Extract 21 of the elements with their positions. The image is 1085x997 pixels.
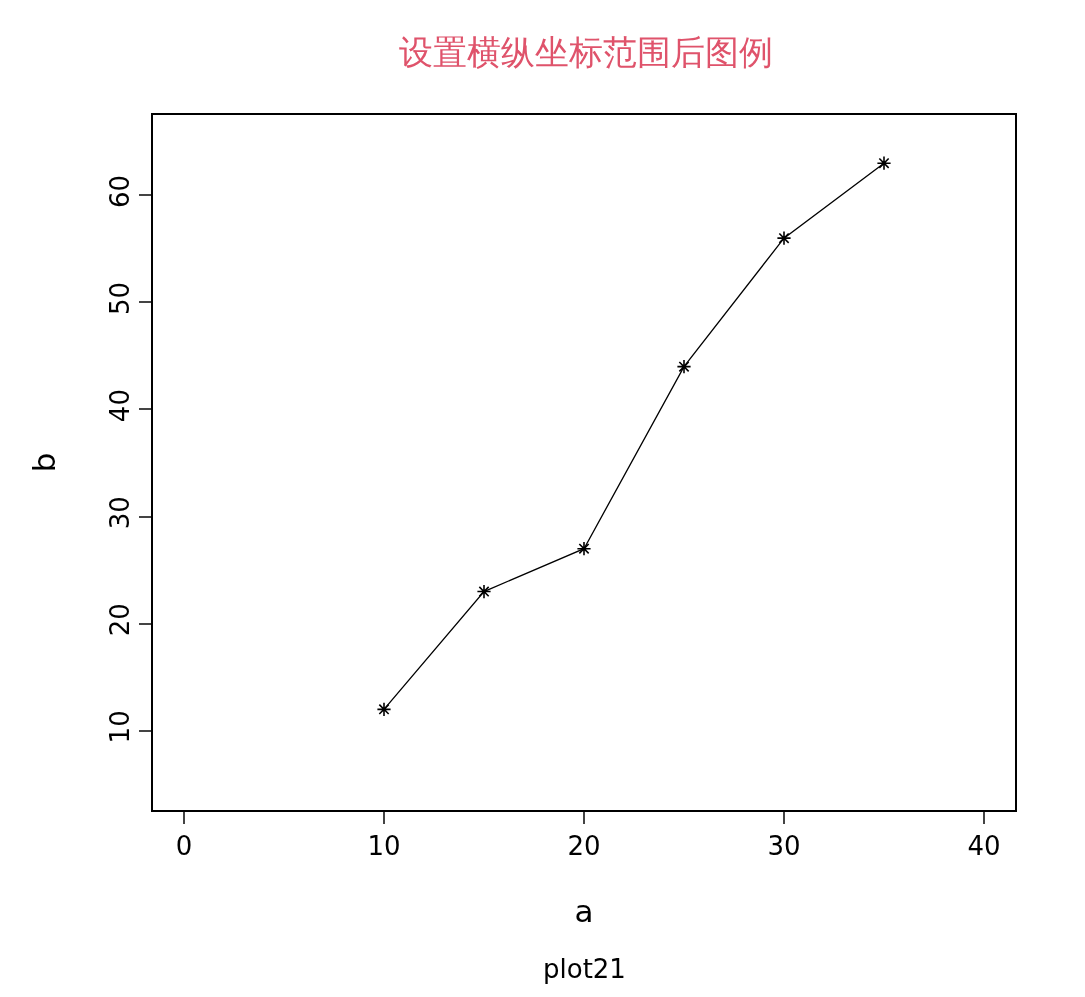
point — [376, 701, 392, 717]
point — [776, 230, 792, 246]
text: plot21 — [543, 954, 626, 984]
y-tick-label: 40 — [104, 389, 135, 423]
point — [476, 584, 492, 599]
x-tick-label: 40 — [967, 830, 1001, 861]
point — [576, 541, 592, 557]
y-axis-title: b — [26, 452, 62, 473]
y-tick-label: 60 — [104, 174, 135, 208]
point — [676, 359, 692, 375]
y-tick-label: 20 — [104, 603, 135, 637]
y-tick-label: 50 — [104, 281, 135, 316]
x-tick-label: 0 — [175, 830, 193, 861]
y-tick-label: 10 — [104, 710, 135, 744]
x-tick-label: 20 — [567, 830, 601, 861]
chart-title: 设置横纵坐标范围后图例 — [398, 31, 773, 72]
y-tick-label: 30 — [104, 496, 135, 530]
x-tick-label: 30 — [767, 830, 801, 861]
x-axis-title: a — [574, 892, 594, 929]
point — [876, 155, 892, 171]
x-tick-label: 10 — [367, 830, 401, 861]
